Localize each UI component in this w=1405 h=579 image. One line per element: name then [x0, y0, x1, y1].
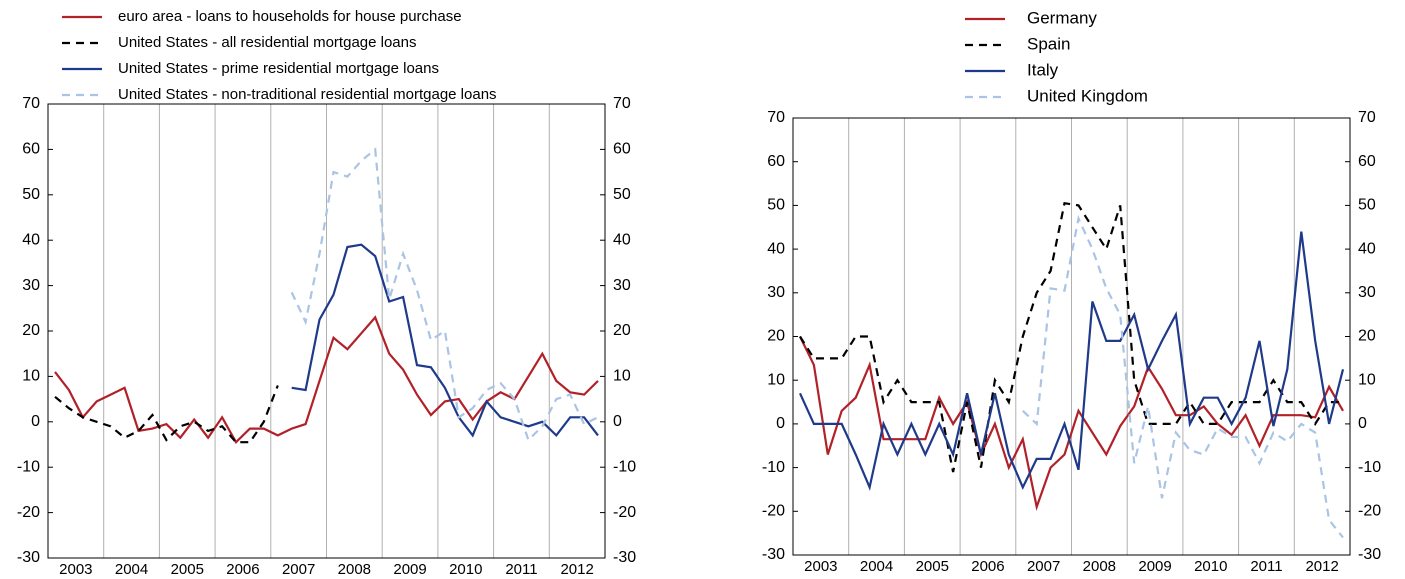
y-tick-label: 30: [22, 277, 40, 294]
legend-label: United States - all residential mortgage…: [118, 34, 417, 51]
series-line: [1022, 214, 1344, 539]
y2-tick-label: -30: [613, 549, 636, 566]
x-tick-label: 2004: [860, 558, 893, 575]
y-tick-label: 70: [22, 95, 40, 112]
x-tick-label: 2007: [282, 561, 315, 578]
y-tick-label: -30: [17, 549, 40, 566]
legend-label: Italy: [1027, 60, 1059, 79]
y2-tick-label: 70: [613, 95, 631, 112]
x-tick-label: 2007: [1027, 558, 1060, 575]
series-line: [798, 231, 1345, 491]
legend-label: United States - non-traditional resident…: [118, 86, 497, 103]
legend-label: United States - prime residential mortga…: [118, 60, 439, 77]
x-tick-label: 2012: [560, 561, 593, 578]
x-tick-label: 2011: [505, 561, 537, 578]
y2-tick-label: 60: [613, 141, 631, 158]
y-tick-label: 20: [767, 328, 785, 345]
y2-tick-label: 70: [1358, 109, 1376, 126]
x-tick-label: 2005: [916, 558, 949, 575]
y-tick-label: -20: [762, 503, 785, 520]
y-tick-label: 60: [22, 141, 40, 158]
legend-label: United Kingdom: [1027, 86, 1148, 105]
y2-tick-label: 10: [613, 368, 631, 385]
x-tick-label: 2006: [971, 558, 1004, 575]
x-tick-label: 2010: [449, 561, 482, 578]
y2-tick-label: 20: [613, 322, 631, 339]
y-tick-label: 40: [22, 231, 40, 248]
series-line: [799, 201, 1343, 473]
x-tick-label: 2008: [338, 561, 371, 578]
y-tick-label: -20: [17, 504, 40, 521]
y-tick-label: 10: [767, 371, 785, 388]
x-tick-label: 2004: [115, 561, 148, 578]
y-tick-label: 60: [767, 153, 785, 170]
y-tick-label: 0: [776, 415, 785, 432]
legend-label: Spain: [1027, 34, 1070, 53]
x-tick-label: 2012: [1305, 558, 1338, 575]
series-line: [54, 385, 279, 444]
x-tick-label: 2011: [1250, 558, 1282, 575]
y-tick-label: 40: [767, 240, 785, 257]
y2-tick-label: 40: [1358, 240, 1376, 257]
x-tick-label: 2010: [1194, 558, 1227, 575]
y-tick-label: 10: [22, 368, 40, 385]
y-tick-label: 70: [767, 109, 785, 126]
x-tick-label: 2009: [1138, 558, 1171, 575]
y2-tick-label: 0: [1358, 415, 1367, 432]
x-tick-label: 2008: [1083, 558, 1116, 575]
y2-tick-label: 40: [613, 231, 631, 248]
series-line: [291, 243, 599, 438]
y-tick-label: 50: [767, 197, 785, 214]
y2-tick-label: 0: [613, 413, 622, 430]
y-tick-label: 50: [22, 186, 40, 203]
x-tick-label: 2005: [171, 561, 204, 578]
y-tick-label: -10: [17, 458, 40, 475]
y2-tick-label: -10: [613, 458, 636, 475]
y2-tick-label: 20: [1358, 328, 1376, 345]
y2-tick-label: 50: [613, 186, 631, 203]
series-line: [290, 147, 599, 443]
x-tick-label: 2003: [59, 561, 92, 578]
y2-tick-label: 10: [1358, 371, 1376, 388]
y-tick-label: -30: [762, 546, 785, 563]
y2-tick-label: -20: [1358, 503, 1381, 520]
x-tick-label: 2003: [804, 558, 837, 575]
series-line: [54, 315, 599, 444]
legend-label: Germany: [1027, 8, 1097, 27]
y-tick-label: 30: [767, 284, 785, 301]
y2-tick-label: -30: [1358, 546, 1381, 563]
y2-tick-label: -20: [613, 504, 636, 521]
y-tick-label: -10: [762, 459, 785, 476]
y2-tick-label: 60: [1358, 153, 1376, 170]
y2-tick-label: 30: [613, 277, 631, 294]
y-tick-label: 20: [22, 322, 40, 339]
y2-tick-label: 50: [1358, 197, 1376, 214]
y2-tick-label: -10: [1358, 459, 1381, 476]
x-tick-label: 2009: [393, 561, 426, 578]
y2-tick-label: 30: [1358, 284, 1376, 301]
x-tick-label: 2006: [226, 561, 259, 578]
legend-label: euro area - loans to households for hous…: [118, 8, 462, 25]
y-tick-label: 0: [31, 413, 40, 430]
